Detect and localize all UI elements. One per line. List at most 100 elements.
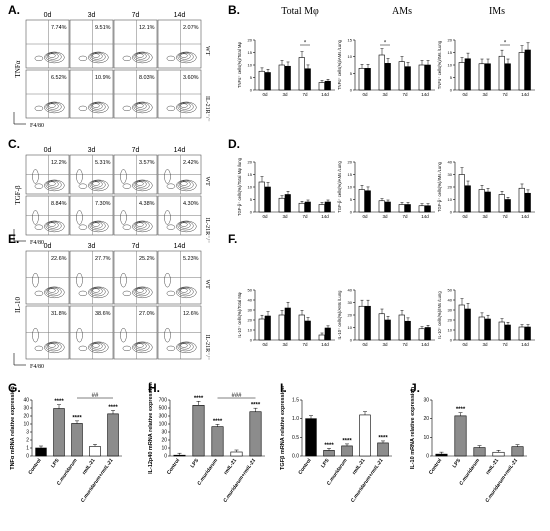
- y-tick-label: 5: [250, 197, 253, 202]
- y-tick-label: 10: [161, 446, 167, 452]
- significance-marker: ****: [54, 399, 64, 405]
- y-tick-label: 3: [26, 430, 29, 436]
- y-tick-label: 20: [348, 313, 353, 318]
- flow-group-label: IL-21R⁻/⁻: [204, 335, 210, 361]
- x-tick-label: LPS: [320, 457, 331, 469]
- y-tick-label: 20: [448, 185, 453, 190]
- bar-wt: [358, 305, 365, 341]
- bar: [511, 446, 524, 457]
- y-tick-label: 700: [159, 398, 168, 404]
- flow-plot: 2.42%: [157, 154, 202, 195]
- y-tick-label: 20: [23, 414, 29, 420]
- x-tick-label: 0d: [262, 214, 268, 219]
- y-tick-label: 0.5: [292, 435, 299, 441]
- bar: [53, 408, 65, 457]
- panel-label-i: I.: [280, 381, 287, 395]
- flow-percent: 38.6%: [95, 311, 111, 317]
- significance-marker: ****: [324, 443, 334, 449]
- y-tick-label: 0: [26, 454, 29, 460]
- bar-wt: [418, 64, 425, 91]
- flow-percent: 7.74%: [51, 25, 67, 31]
- bar-il21r-ko: [484, 63, 491, 91]
- flow-percent: 5.31%: [95, 160, 111, 166]
- significance-marker: ****: [194, 396, 204, 402]
- flow-grid-a: 0d 3d 7d 14d 7.74% 9.51% 12.1% 2.07% WT 6.52% 10.9…: [13, 12, 210, 129]
- x-tick-label: 7d: [302, 92, 308, 97]
- x-tick-label: LPS: [50, 457, 61, 469]
- y-tick-label: 50: [248, 288, 253, 293]
- bar-il21r-ko: [504, 199, 511, 213]
- bar-il21r-ko: [484, 191, 491, 213]
- flow-day-label: 3d: [88, 147, 96, 154]
- bar-wt: [498, 55, 505, 91]
- y-tick-label: 30: [161, 430, 167, 436]
- x-tick-label: 0d: [262, 342, 268, 347]
- y-axis-label: IL-10⁺ cells(%)/AMs /Lung: [337, 290, 342, 340]
- bar-wt: [278, 64, 285, 91]
- y-tick-label: 40: [248, 298, 253, 303]
- y-tick-label: 30: [348, 300, 353, 305]
- bar: [71, 423, 83, 457]
- bar-il21r-ko: [424, 64, 431, 91]
- y-tick-label: 30: [423, 398, 429, 404]
- flow-plot: 4.30%: [157, 195, 202, 236]
- bar: [435, 453, 448, 457]
- y-tick-label: 10: [248, 185, 253, 190]
- grouped-bar-chart: 0 5 10 15 20 TNFα⁺ cells(%)/IMs /Lung 0d 3d 7d 14…: [437, 38, 535, 97]
- bar-wt: [498, 321, 505, 341]
- bar-wt: [418, 328, 425, 341]
- y-tick-label: 300: [159, 414, 168, 420]
- x-tick-label: Control: [428, 457, 443, 476]
- flow-ylabel: IL-10: [14, 297, 22, 313]
- bar: [454, 415, 467, 457]
- y-tick-label: 15: [248, 50, 253, 55]
- x-tick-label: C.muridarum: [458, 457, 481, 486]
- bar-il21r-ko: [404, 204, 411, 213]
- bar: [173, 454, 186, 457]
- bar-wt: [318, 204, 325, 213]
- x-tick-label: 14d: [521, 214, 529, 219]
- bar-wt: [398, 314, 405, 341]
- flow-percent: 12.1%: [139, 25, 155, 31]
- x-tick-label: 14d: [321, 342, 329, 347]
- x-tick-label: 14d: [421, 92, 429, 97]
- y-axis-label: TNFα⁺ cells(%)/AMs /Lung: [337, 39, 342, 90]
- flow-ylabel: TGF-β: [14, 185, 22, 205]
- y-tick-label: 10: [348, 54, 353, 59]
- bar-wt: [478, 189, 485, 213]
- flow-percent: 25.2%: [139, 256, 155, 262]
- y-tick-label: 0: [250, 88, 253, 93]
- x-tick-label: 0d: [262, 92, 268, 97]
- y-axis-label: IL-10 mRNA relative expression: [410, 386, 416, 469]
- y-tick-label: 15: [348, 38, 353, 43]
- flow-plot: 25.2%: [113, 250, 158, 305]
- flow-percent: 10.9%: [95, 75, 111, 81]
- bar-il21r-ko: [284, 65, 291, 91]
- flow-ylabel: TNFα: [14, 60, 22, 77]
- y-tick-label: 0: [350, 210, 353, 215]
- panel-label-c: C.: [8, 137, 20, 151]
- bar-wt: [478, 63, 485, 91]
- x-tick-label: 3d: [482, 342, 488, 347]
- flow-plot: 3.57%: [113, 154, 158, 195]
- flow-day-label: 14d: [174, 12, 186, 19]
- bar-panel-i: 0.0 0.5 1.0 1.5 TGFβ mRNA relative expressio…: [280, 385, 392, 504]
- y-tick-label: 50: [448, 288, 453, 293]
- flow-day-label: 7d: [132, 147, 140, 154]
- bar-il21r-ko: [464, 185, 471, 213]
- bar: [492, 451, 505, 457]
- y-tick-label: 30: [23, 406, 29, 412]
- y-tick-label: 1.5: [292, 398, 299, 404]
- flow-group-label: IL-21R⁻/⁻: [204, 218, 210, 244]
- flow-percent: 8.84%: [51, 201, 67, 207]
- bar-il21r-ko: [524, 326, 531, 341]
- flow-grid-c: 0d 3d 7d 14d 12.2% 5.31% 3.57% 2.42% WT 8.84% 7.30…: [13, 147, 210, 246]
- y-axis-label: IL-12p40 mRNA relative expression: [148, 381, 154, 473]
- x-tick-label: 3d: [282, 214, 288, 219]
- significance-marker: ****: [251, 403, 261, 409]
- bar-il21r-ko: [524, 49, 531, 91]
- bar-il21r-ko: [484, 318, 491, 341]
- grouped-bar-chart: 0 5 10 15 TNFα⁺ cells(%)/AMs /Lung 0d 3d 7d 14d *: [337, 38, 435, 97]
- bar: [192, 405, 205, 457]
- y-tick-label: 40: [348, 288, 353, 293]
